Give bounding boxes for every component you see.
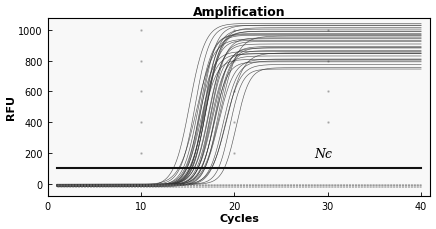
X-axis label: Cycles: Cycles bbox=[219, 213, 259, 224]
Text: Nc: Nc bbox=[314, 147, 332, 160]
Title: Amplification: Amplification bbox=[193, 5, 286, 19]
Y-axis label: RFU: RFU bbox=[6, 95, 16, 120]
